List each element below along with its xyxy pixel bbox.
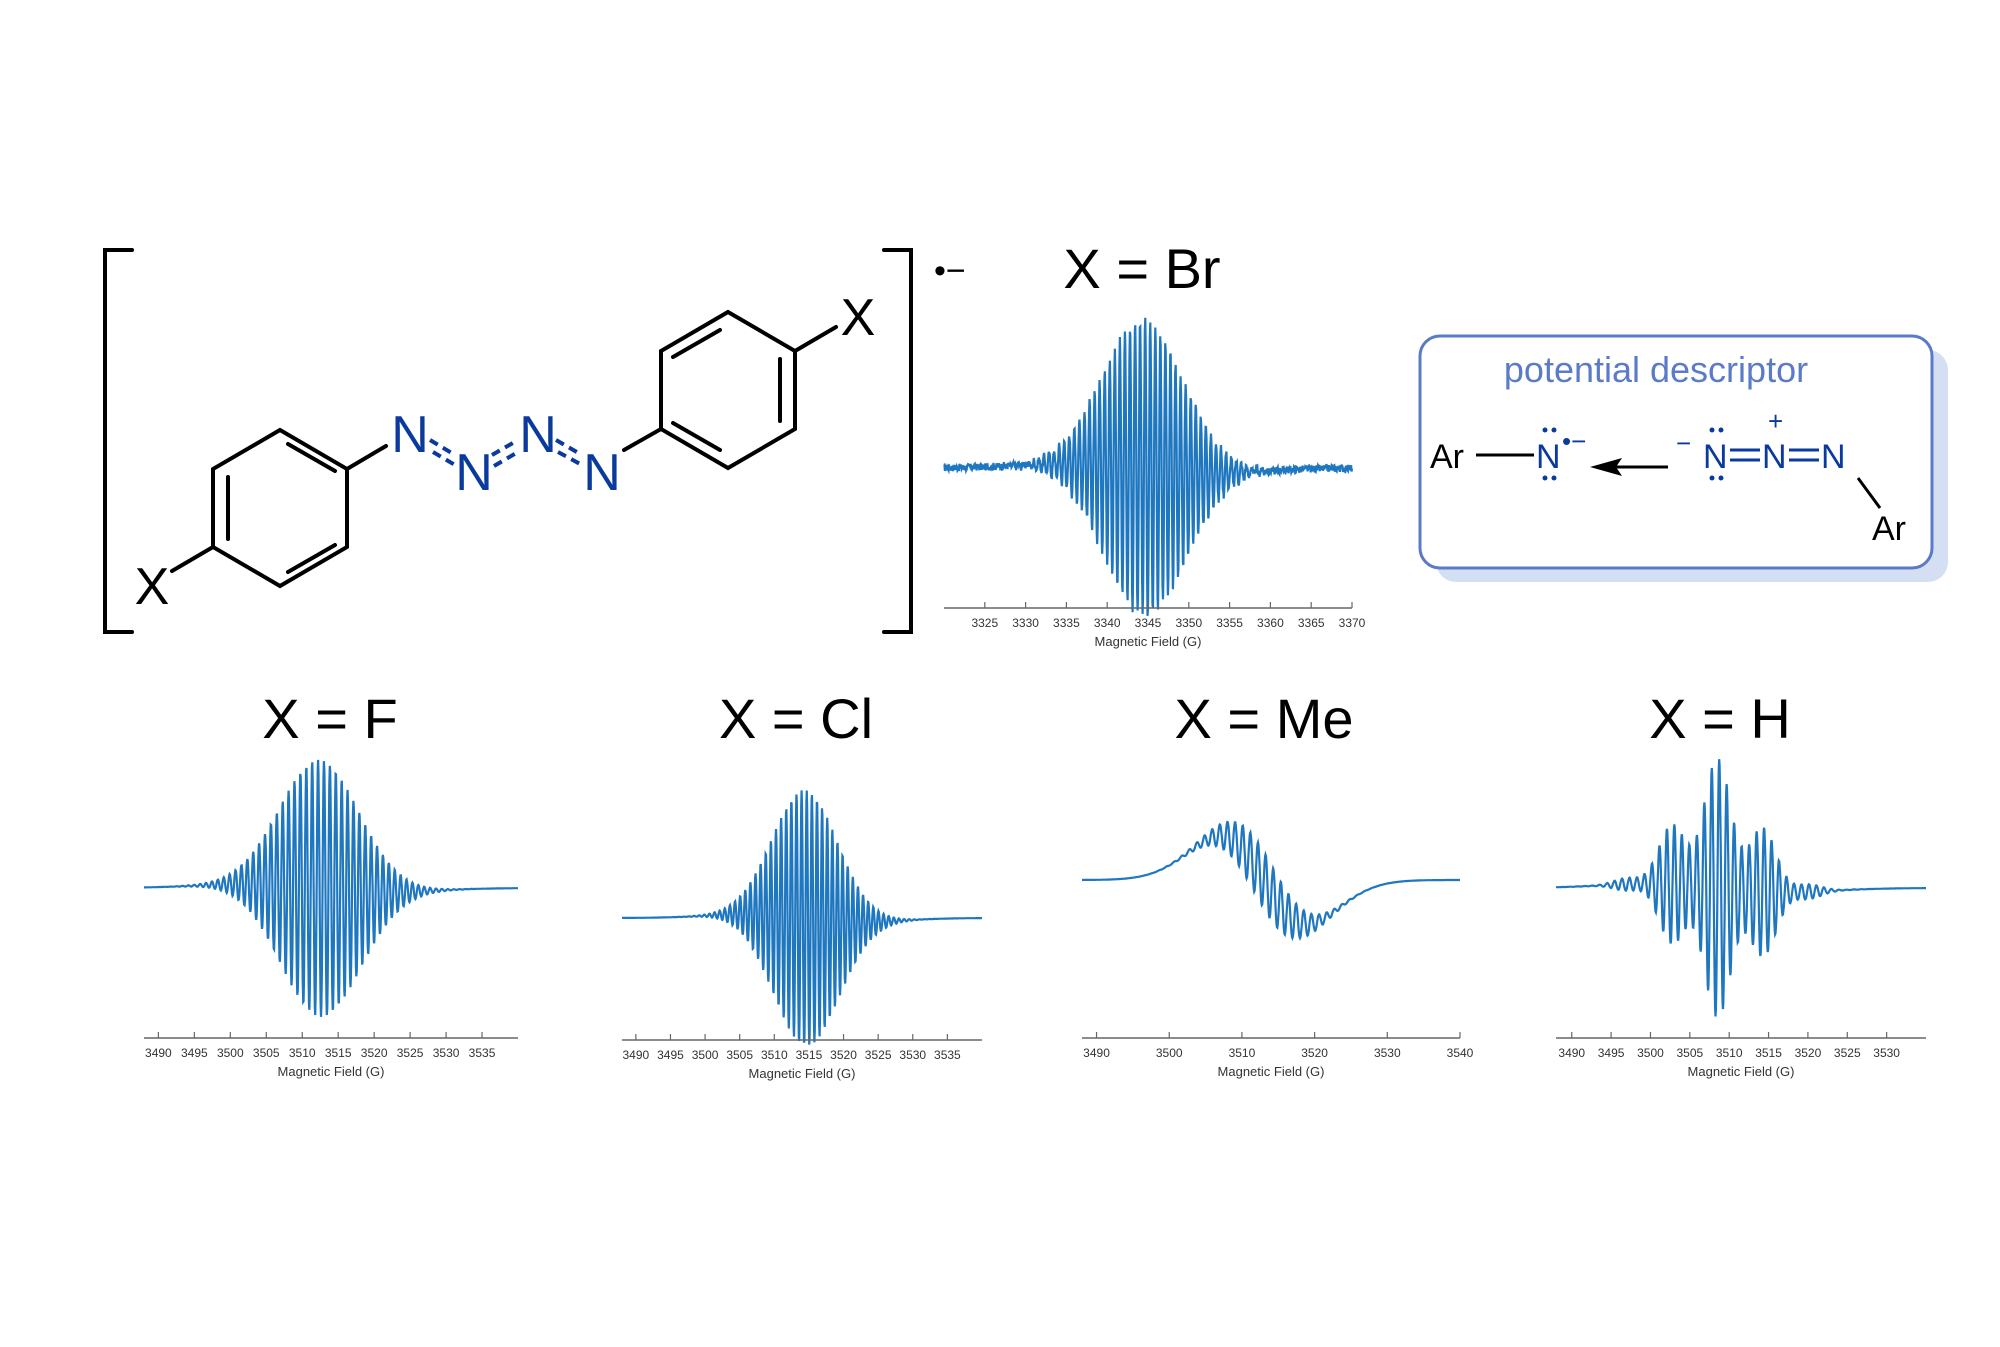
x-tick-label: 3500	[692, 1048, 719, 1062]
spectrum-trace	[144, 759, 518, 1017]
x-tick-label: 3500	[1637, 1046, 1664, 1060]
epr-chart-5: X = H 3490 3495 3500 3505 3510 3515 3520 3525 353…	[1556, 687, 1926, 1079]
x-tick-label: 3490	[145, 1046, 172, 1060]
left-benzene-ring	[211, 427, 349, 589]
x-axis-label: Magnetic Field (G)	[749, 1066, 856, 1081]
epr-spectra: X = Br 3325 3330 3335 3340 3345 3350 3355 3360 33…	[144, 237, 1926, 1081]
x-tick-label: 3520	[361, 1046, 388, 1060]
chart-title: X = H	[1649, 687, 1791, 750]
x-tick-label: 3350	[1175, 616, 1202, 630]
x-tick-label: 3335	[1053, 616, 1080, 630]
x-tick-label: 3370	[1339, 616, 1366, 630]
descriptor-n-b: N	[1762, 438, 1787, 476]
x-tick-label: 3520	[830, 1048, 857, 1062]
x-tick-label: 3540	[1447, 1046, 1474, 1060]
arrow-head	[1590, 458, 1622, 476]
spectrum-trace	[1556, 759, 1926, 1017]
descriptor-box: potential descriptor Ar N •− − N N + N A…	[1418, 334, 1948, 582]
atom-labels: X X N N N N	[135, 289, 876, 616]
x-tick-label: 3530	[1873, 1046, 1900, 1060]
left-bracket	[103, 248, 134, 634]
spectrum-trace	[1082, 820, 1460, 942]
atom-n2: N	[455, 444, 493, 502]
x-tick-label: 3510	[289, 1046, 316, 1060]
descriptor-title: potential descriptor	[1504, 349, 1808, 390]
x-axis-label: Magnetic Field (G)	[1688, 1064, 1795, 1079]
x-tick-label: 3495	[1598, 1046, 1625, 1060]
x-tick-label: 3495	[181, 1046, 208, 1060]
x-tick-label: 3525	[1834, 1046, 1861, 1060]
spectrum-trace	[943, 317, 1354, 616]
azo-chain	[428, 438, 583, 468]
atom-x-right: X	[841, 289, 876, 347]
chart-title: X = Me	[1175, 687, 1354, 750]
spectrum-trace	[622, 790, 982, 1045]
x-tick-label: 3510	[1716, 1046, 1743, 1060]
descriptor-minus: −	[1676, 428, 1691, 458]
x-tick-label: 3510	[1229, 1046, 1256, 1060]
x-tick-label: 3325	[971, 616, 998, 630]
chemical-structure	[103, 248, 913, 634]
x-axis-label: Magnetic Field (G)	[1218, 1064, 1325, 1079]
x-axis-label: Magnetic Field (G)	[278, 1064, 385, 1079]
x-tick-label: 3505	[726, 1048, 753, 1062]
atom-n3: N	[519, 406, 557, 464]
x-tick-label: 3490	[622, 1048, 649, 1062]
descriptor-frame	[1418, 334, 1934, 570]
x-axis-label: Magnetic Field (G)	[1095, 634, 1202, 649]
x-tick-label: 3490	[1083, 1046, 1110, 1060]
chart-title: X = Cl	[719, 687, 873, 750]
x-tick-label: 3515	[325, 1046, 352, 1060]
x-tick-label: 3530	[1374, 1046, 1401, 1060]
chart-title: X = F	[262, 687, 397, 750]
x-tick-label: 3525	[397, 1046, 424, 1060]
x-tick-label: 3530	[899, 1048, 926, 1062]
x-tick-label: 3490	[1558, 1046, 1585, 1060]
epr-chart-3: X = Cl 3490 3495 3500 3505 3510 3515 3520 3525 35…	[622, 687, 982, 1081]
x-tick-label: 3330	[1012, 616, 1039, 630]
x-tick-label: 3510	[761, 1048, 788, 1062]
x-tick-label: 3495	[657, 1048, 684, 1062]
atom-x-left: X	[135, 558, 170, 616]
x-tick-label: 3515	[796, 1048, 823, 1062]
x-tick-label: 3505	[1676, 1046, 1703, 1060]
lone-pair-dots	[1542, 427, 1724, 481]
x-tick-label: 3535	[934, 1048, 961, 1062]
radical-anion-charge: •−	[934, 252, 966, 290]
x-tick-label: 3500	[217, 1046, 244, 1060]
x-tick-label: 3500	[1156, 1046, 1183, 1060]
x-tick-label: 3535	[469, 1046, 496, 1060]
x-tick-label: 3365	[1298, 616, 1325, 630]
x-tick-label: 3360	[1257, 616, 1284, 630]
atom-n4: N	[583, 444, 621, 502]
descriptor-n-a: N	[1703, 438, 1728, 476]
x-tick-label: 3530	[433, 1046, 460, 1060]
epr-chart-1: X = Br 3325 3330 3335 3340 3345 3350 3355 3360 33…	[943, 237, 1366, 649]
x-tick-label: 3520	[1795, 1046, 1822, 1060]
chart-title: X = Br	[1063, 237, 1220, 300]
x-tick-label: 3525	[865, 1048, 892, 1062]
x-tick-label: 3505	[253, 1046, 280, 1060]
descriptor-ar-right: Ar	[1872, 510, 1906, 548]
atom-n1: N	[391, 406, 429, 464]
x-tick-label: 3355	[1216, 616, 1243, 630]
x-tick-label: 3515	[1755, 1046, 1782, 1060]
descriptor-n-c: N	[1821, 438, 1846, 476]
x-tick-label: 3345	[1135, 616, 1162, 630]
right-benzene-ring	[659, 309, 797, 471]
epr-chart-2: X = F 3490 3495 3500 3505 3510 3515 3520 3525 353…	[144, 687, 518, 1079]
descriptor-n-radical: N	[1536, 438, 1561, 476]
descriptor-radical-charge: •−	[1562, 426, 1586, 456]
epr-chart-4: X = Me 3490 3500 3510 3520 3530 3540 Magnetic F…	[1082, 687, 1474, 1079]
x-tick-label: 3520	[1301, 1046, 1328, 1060]
descriptor-ar-left: Ar	[1430, 438, 1464, 476]
descriptor-plus: +	[1768, 406, 1783, 436]
right-bracket	[882, 248, 913, 634]
x-tick-label: 3340	[1094, 616, 1121, 630]
